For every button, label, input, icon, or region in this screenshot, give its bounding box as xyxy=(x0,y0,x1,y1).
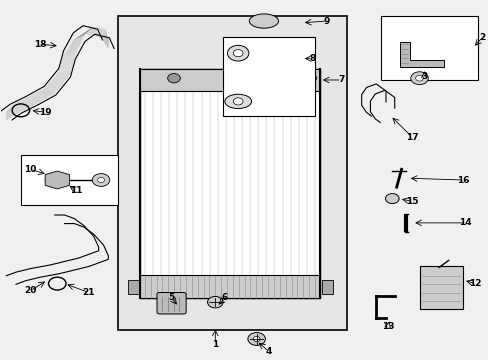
Text: 4: 4 xyxy=(265,347,271,356)
Text: 6: 6 xyxy=(222,293,228,302)
Text: 5: 5 xyxy=(168,293,174,302)
Bar xyxy=(21,155,118,205)
Circle shape xyxy=(253,337,260,342)
Circle shape xyxy=(303,73,316,83)
Text: 10: 10 xyxy=(24,165,37,174)
Circle shape xyxy=(233,98,243,105)
Text: 20: 20 xyxy=(24,286,37,295)
Text: 17: 17 xyxy=(405,132,418,141)
Text: 13: 13 xyxy=(381,322,393,331)
Text: 18: 18 xyxy=(34,40,46,49)
Circle shape xyxy=(227,45,248,61)
Text: 1: 1 xyxy=(212,340,218,349)
Polygon shape xyxy=(45,171,69,189)
Bar xyxy=(380,16,477,80)
Bar xyxy=(140,69,319,298)
Text: 21: 21 xyxy=(82,288,95,297)
Text: 3: 3 xyxy=(421,72,427,81)
Circle shape xyxy=(385,194,398,203)
Text: 12: 12 xyxy=(468,279,481,288)
Text: 8: 8 xyxy=(309,54,315,63)
Circle shape xyxy=(230,73,243,83)
Polygon shape xyxy=(399,42,443,67)
Circle shape xyxy=(92,174,110,186)
Text: 14: 14 xyxy=(459,219,471,228)
Text: 16: 16 xyxy=(456,176,468,185)
Circle shape xyxy=(274,73,287,83)
Circle shape xyxy=(410,72,427,85)
FancyBboxPatch shape xyxy=(157,293,186,314)
Bar xyxy=(419,266,462,309)
Circle shape xyxy=(207,296,223,308)
Bar xyxy=(322,280,332,294)
Text: 2: 2 xyxy=(479,33,485,42)
Text: 7: 7 xyxy=(338,76,344,85)
Bar xyxy=(222,37,314,116)
Ellipse shape xyxy=(224,94,251,109)
Circle shape xyxy=(233,50,243,57)
Bar xyxy=(127,280,138,294)
Ellipse shape xyxy=(249,14,278,28)
Circle shape xyxy=(98,177,104,183)
Circle shape xyxy=(167,73,180,83)
Text: 15: 15 xyxy=(405,197,418,206)
Bar xyxy=(140,275,319,298)
Bar xyxy=(140,69,319,91)
Text: 9: 9 xyxy=(324,17,330,26)
Circle shape xyxy=(247,333,265,345)
Text: 11: 11 xyxy=(70,186,83,195)
Circle shape xyxy=(415,75,423,81)
Text: 19: 19 xyxy=(39,108,51,117)
Bar xyxy=(118,16,346,330)
